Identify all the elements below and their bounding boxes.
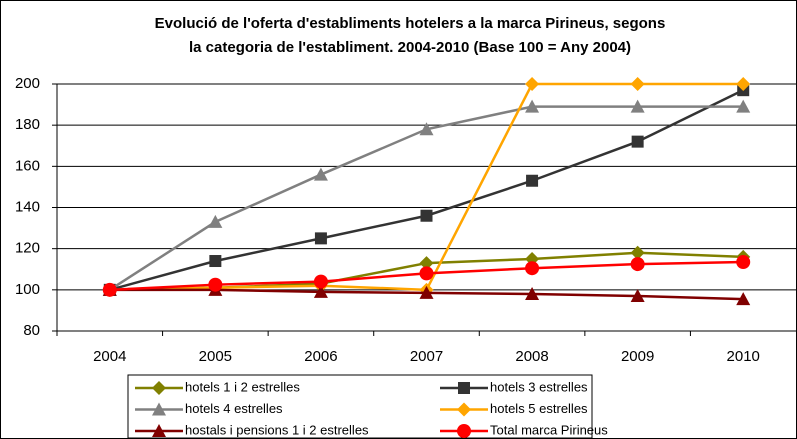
legend-label: Total marca Pirineus: [490, 422, 608, 437]
y-tick-label: 200: [15, 75, 40, 92]
data-point: [102, 282, 117, 297]
data-point: [630, 77, 645, 91]
x-tick-label: 2006: [304, 348, 337, 365]
data-point: [736, 255, 751, 270]
legend-label: hotels 4 estrelles: [185, 401, 283, 416]
data-point: [420, 209, 433, 222]
data-point: [525, 286, 540, 300]
data-point: [419, 122, 434, 136]
y-tick-label: 80: [23, 322, 40, 339]
data-point: [525, 261, 540, 276]
data-point: [630, 289, 645, 303]
legend-marker: [458, 382, 470, 394]
data-point: [525, 99, 540, 113]
legend-box: [127, 374, 593, 439]
data-point: [313, 167, 328, 181]
legend-label: hotels 1 i 2 estrelles: [185, 379, 300, 394]
data-point: [314, 232, 327, 245]
chart-title: Evolució de l'oferta d'establiments hote…: [155, 15, 666, 32]
data-point: [526, 174, 539, 187]
legend-marker: [457, 424, 471, 438]
data-point: [419, 256, 434, 271]
legend-label: hotels 3 estrelles: [490, 379, 588, 394]
data-point: [209, 255, 222, 268]
data-point: [525, 77, 540, 91]
data-point: [419, 266, 434, 281]
data-point: [631, 135, 644, 148]
data-point: [313, 274, 328, 289]
data-point: [419, 285, 434, 299]
data-point: [630, 257, 645, 272]
data-point: [736, 292, 751, 306]
y-tick-label: 160: [15, 157, 40, 174]
data-point: [630, 245, 645, 260]
legend-label: hostals i pensions 1 i 2 estrelles: [185, 422, 369, 437]
data-point: [208, 277, 223, 292]
x-tick-label: 2009: [621, 348, 654, 365]
x-tick-label: 2010: [727, 348, 760, 365]
data-point: [630, 99, 645, 113]
legend-marker: [457, 402, 471, 417]
legend-marker: [152, 381, 166, 395]
y-tick-label: 100: [15, 281, 40, 298]
chart-title: la categoria de l'establiment. 2004-2010…: [189, 39, 631, 56]
data-point: [736, 99, 751, 113]
data-point: [208, 214, 223, 228]
legend-marker: [152, 402, 166, 416]
legend-label: hotels 5 estrelles: [490, 401, 588, 416]
x-tick-label: 2005: [199, 348, 232, 365]
data-point: [313, 284, 328, 298]
data-point: [736, 77, 751, 91]
y-tick-label: 120: [15, 240, 40, 257]
y-tick-label: 180: [15, 116, 40, 133]
x-tick-label: 2007: [410, 348, 443, 365]
x-tick-label: 2008: [515, 348, 548, 365]
x-tick-label: 2004: [93, 348, 126, 365]
y-tick-label: 140: [15, 198, 40, 215]
legend-marker: [152, 424, 166, 437]
